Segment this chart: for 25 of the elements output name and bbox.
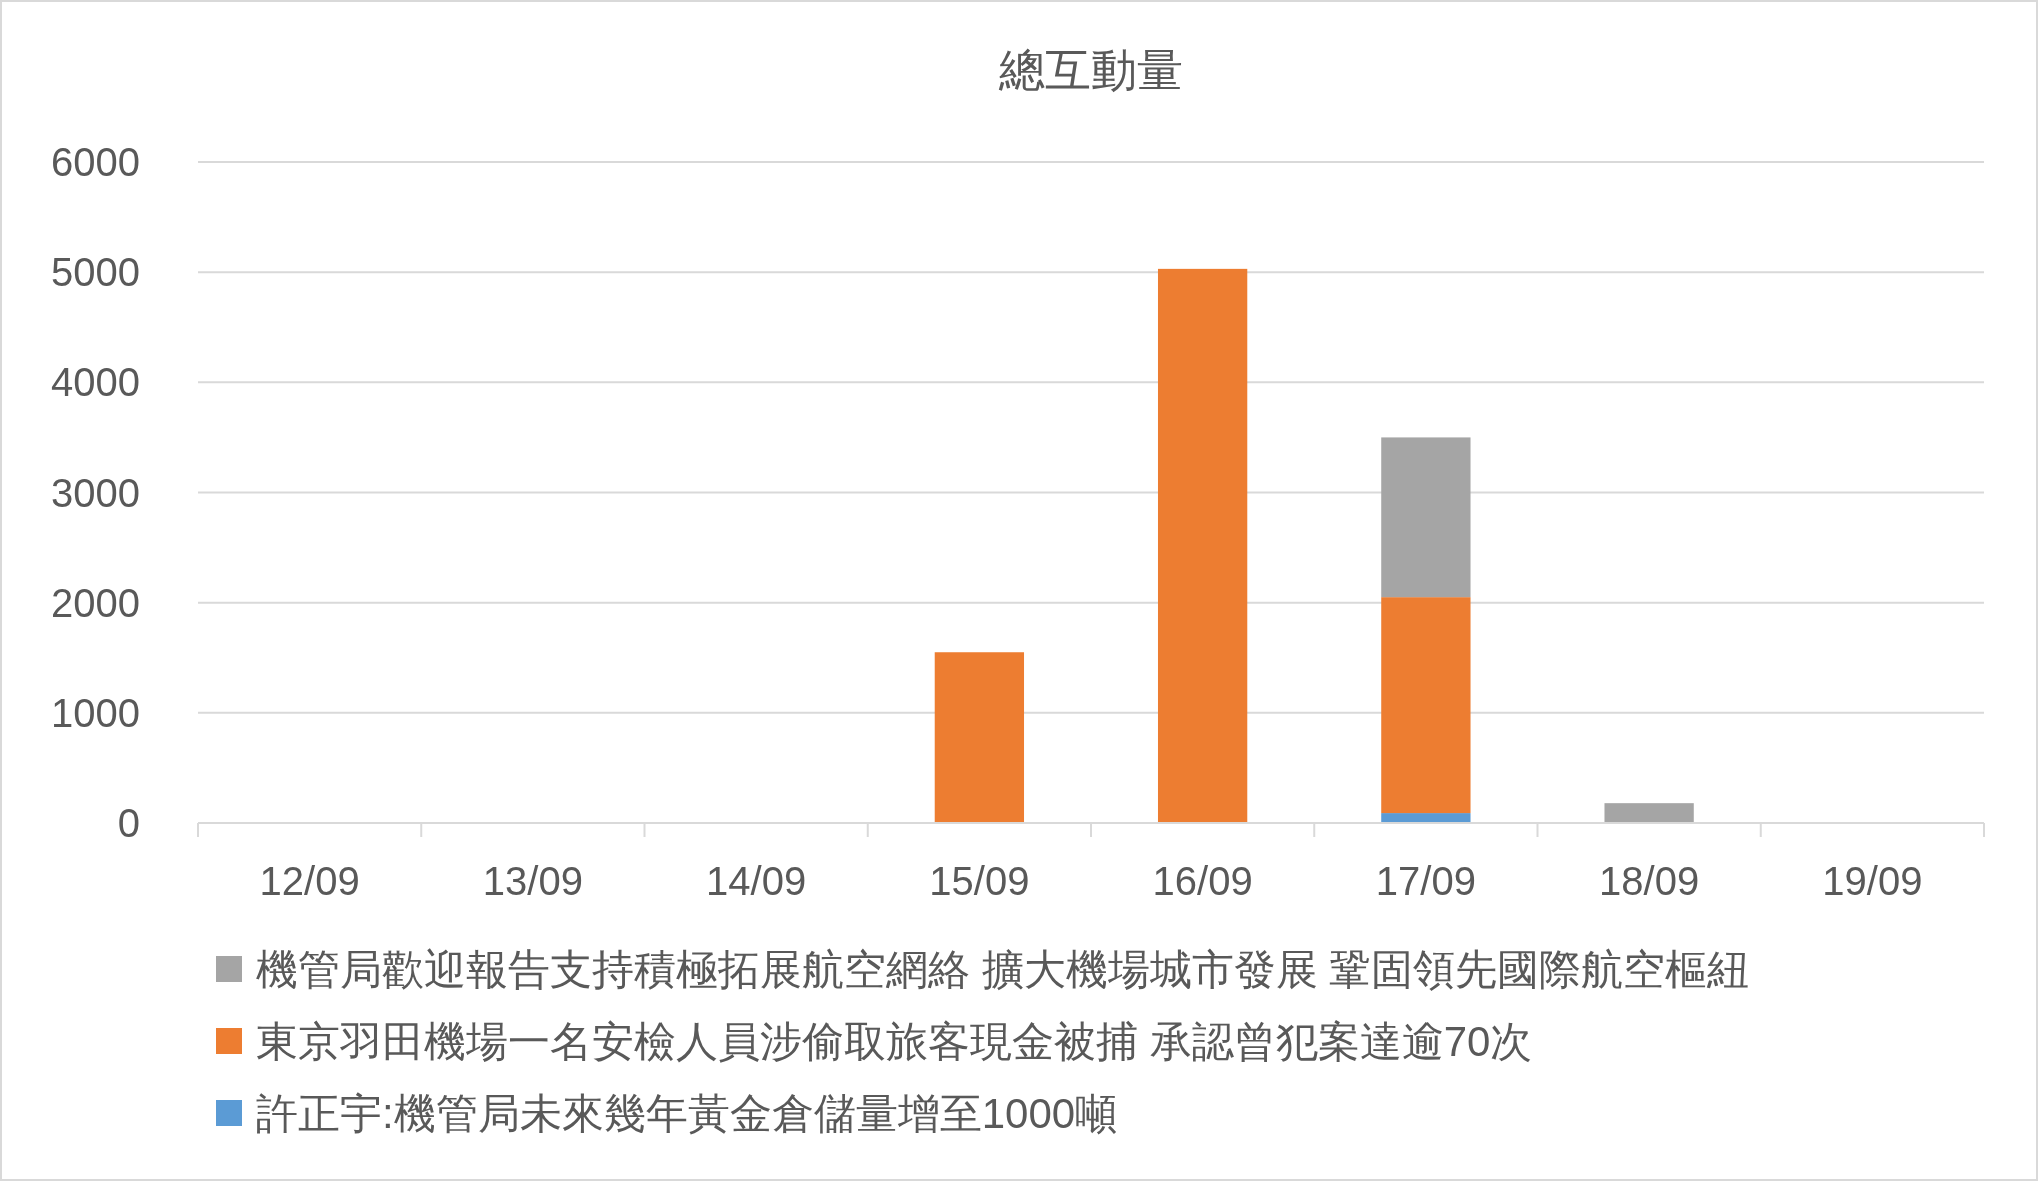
bar [1381,437,1471,598]
bar [1604,803,1694,823]
bar [1157,268,1248,823]
x-tick-label: 12/09 [259,859,360,903]
legend-label: 東京羽田機場一名安檢人員涉偷取旅客現金被捕 承認曾犯案達逾70次 [256,1018,1533,1065]
y-tick-label: 4000 [51,360,140,405]
x-tick-label: 13/09 [482,859,583,903]
x-tick-label: 16/09 [1152,859,1253,903]
y-tick-label: 1000 [51,690,140,735]
legend-label: 許正宇:機管局未來幾年黃金倉儲量增至1000噸 [256,1090,1118,1137]
bar [1381,597,1471,814]
x-tick-label: 14/09 [706,859,807,903]
x-tick-label: 17/09 [1375,859,1476,903]
x-tick-label: 19/09 [1822,859,1923,903]
y-tick-label: 0 [117,801,140,845]
x-tick-label: 15/09 [929,859,1030,903]
chart-title: 總互動量 [998,44,1183,96]
legend-label: 機管局歡迎報告支持積極拓展航空網絡 擴大機場城市發展 鞏固領先國際航空樞紐 [256,946,1750,993]
x-tick-label: 18/09 [1599,859,1700,903]
bar [934,652,1025,823]
y-tick-label: 2000 [51,580,140,625]
bar [1381,813,1471,823]
y-tick-label: 5000 [51,250,140,295]
y-tick-label: 6000 [51,140,140,184]
y-tick-label: 3000 [51,470,140,515]
